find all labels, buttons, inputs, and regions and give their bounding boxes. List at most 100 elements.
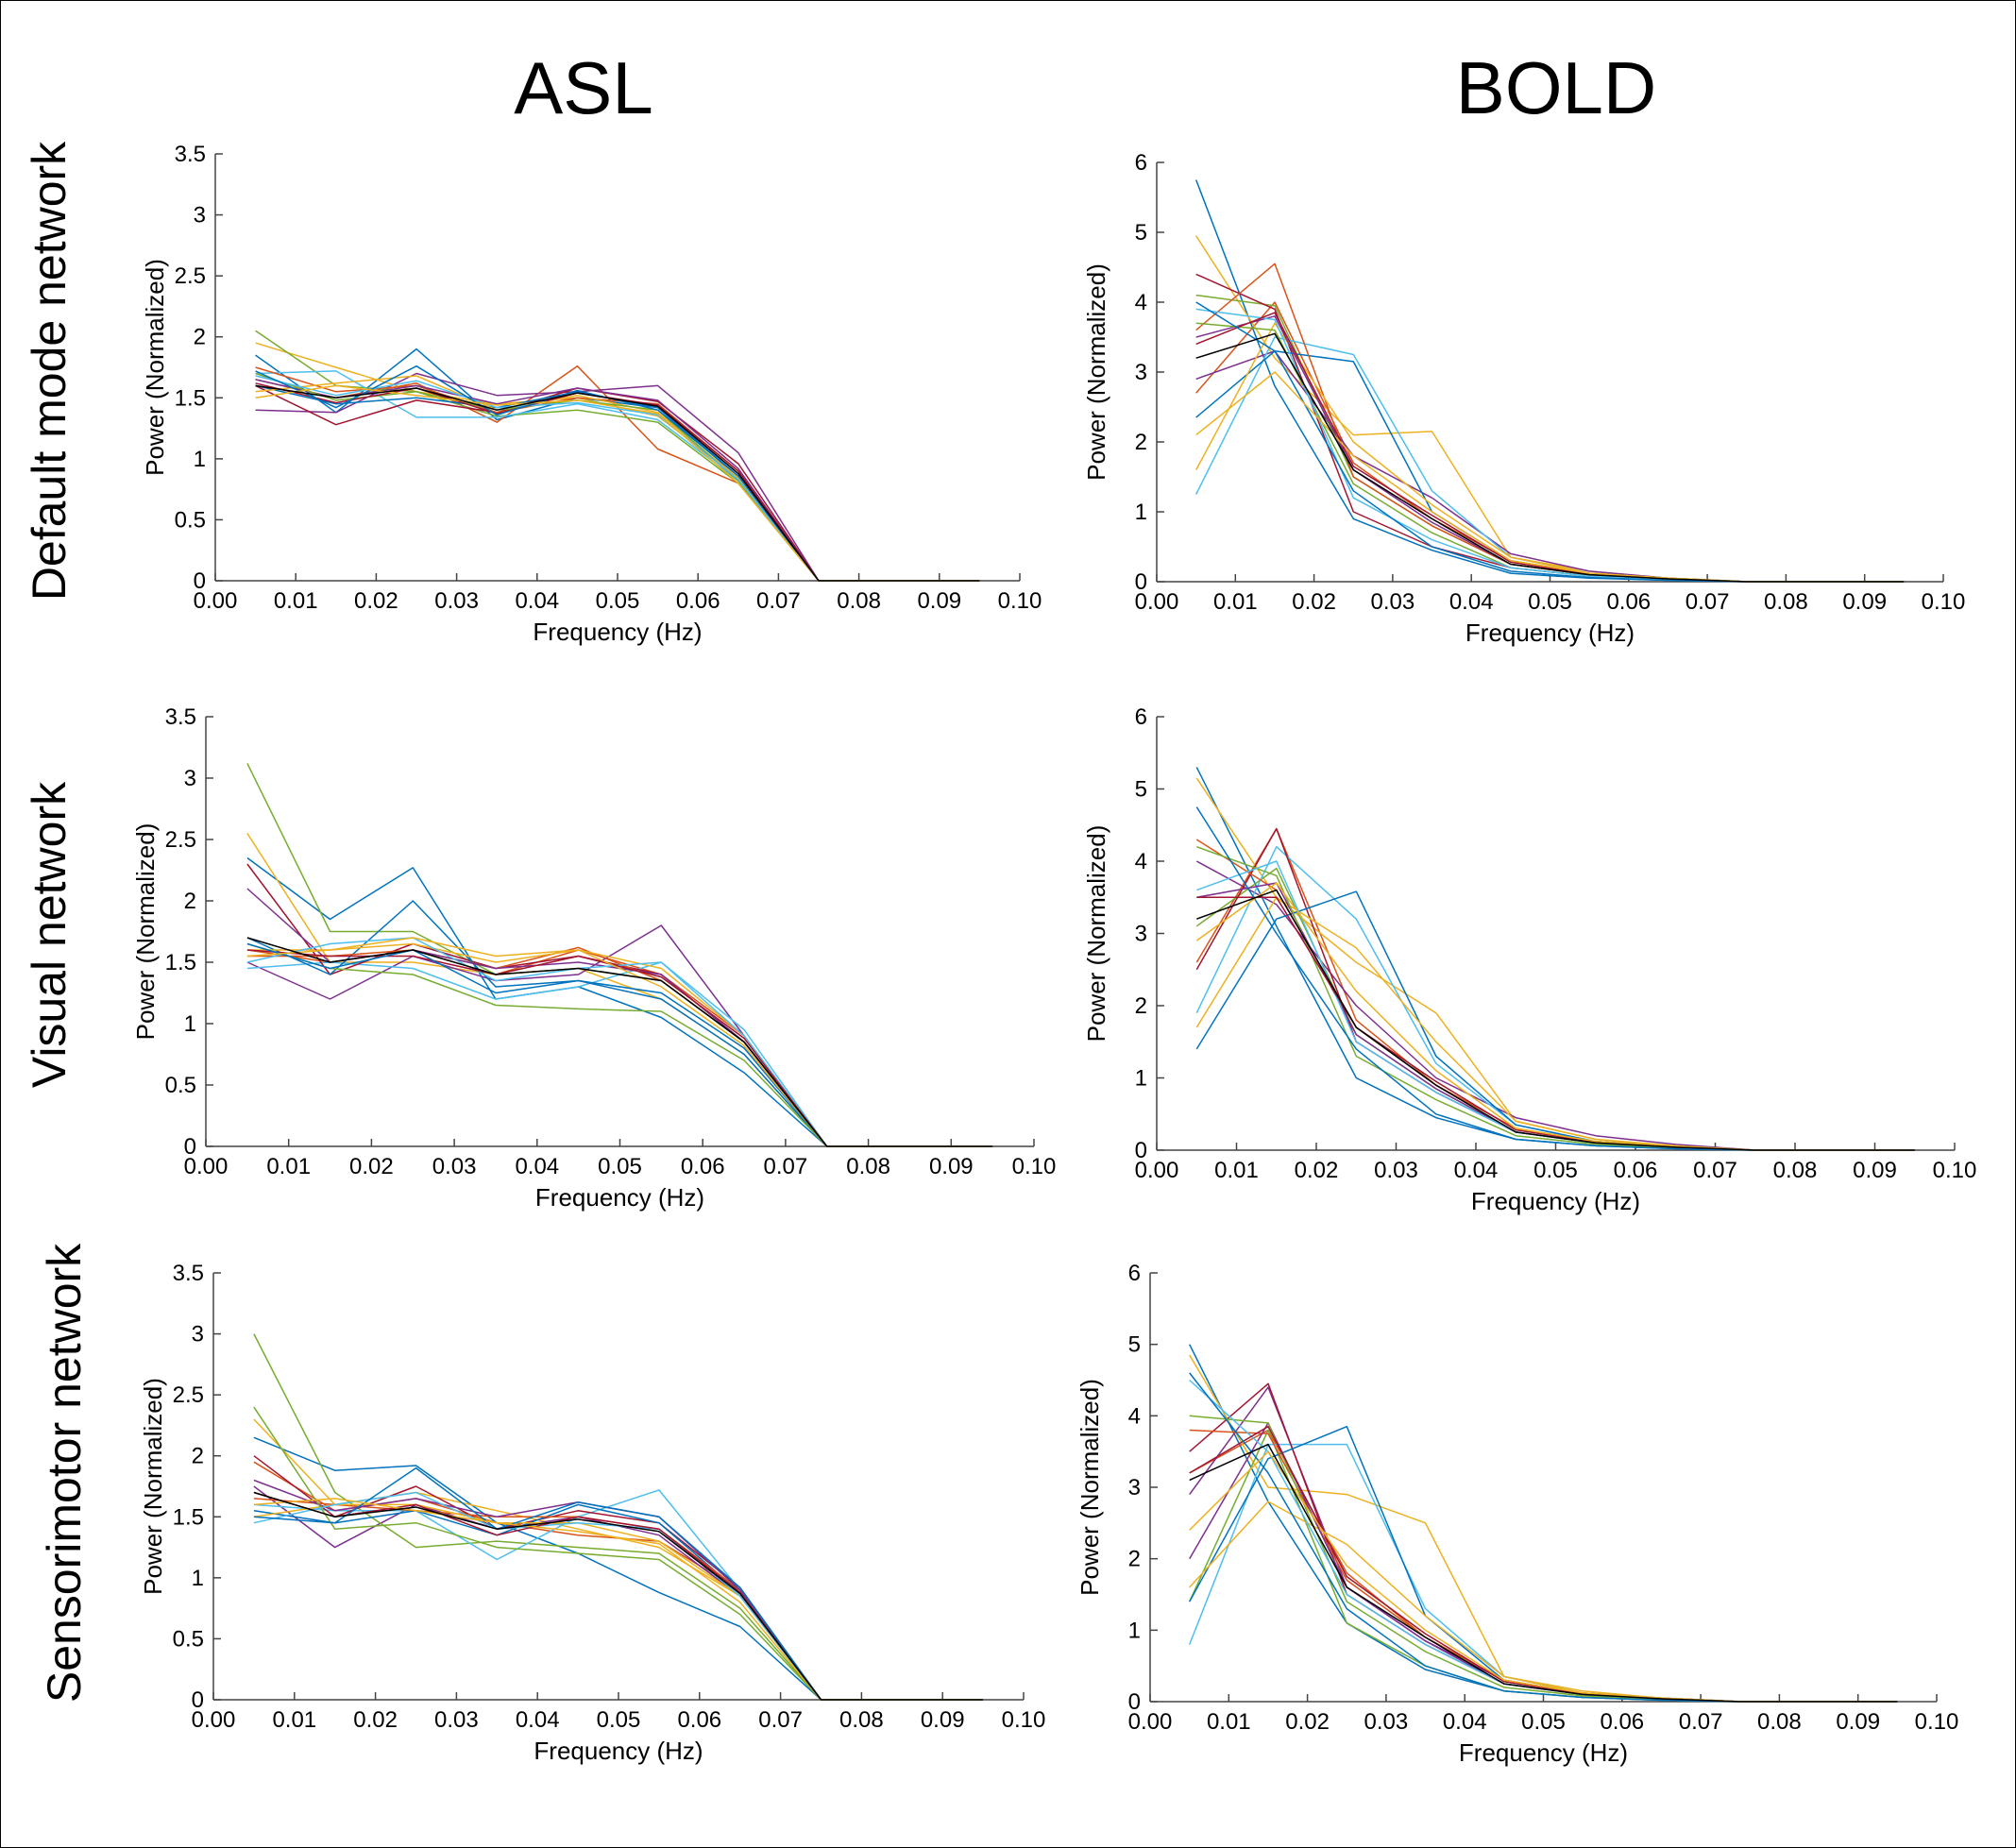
series-line [1189,1344,1898,1703]
x-axis-label: Frequency (Hz) [1471,1187,1640,1215]
series-line [1195,839,1915,1151]
y-tick-label: 1.5 [165,950,196,975]
x-axis-label: Frequency (Hz) [1465,619,1635,647]
x-tick-label: 0.01 [1207,1709,1251,1735]
y-axis-label: Power (Normalized) [131,823,160,1041]
series-line [246,763,993,1147]
x-tick-label: 0.06 [1614,1158,1658,1183]
series-line [253,1436,984,1701]
series-line [1195,371,1905,583]
chart-3: 0.00 0.01 0.02 0.03 0.04 0.05 0.06 0.07 0.08 0.09… [1082,704,1976,1215]
y-axis-label: Power (Normalized) [1082,263,1110,481]
series-line [246,946,993,1147]
series-line [1189,1382,1898,1703]
x-tick-label: 0.01 [1213,589,1258,615]
series-line [246,900,993,1147]
y-tick-label: 4 [1135,290,1147,315]
series-line [255,384,980,582]
y-tick-label: 3.5 [173,1261,204,1286]
x-tick-label: 0.04 [516,1707,560,1733]
y-tick-label: 3.5 [175,142,206,167]
y-tick-label: 0 [184,1134,196,1160]
y-tick-label: 2.5 [175,263,206,289]
series-line [1195,322,1905,583]
y-axis-label: Power (Normalized) [1082,825,1110,1043]
series-line [255,330,980,582]
y-axis-label: Power (Normalized) [1076,1379,1104,1596]
x-tick-label: 0.00 [1135,1158,1179,1183]
y-tick-label: 2 [192,1444,204,1469]
y-tick-label: 3.5 [165,704,196,730]
series-line [1189,1429,1898,1703]
chart-5: 0.00 0.01 0.02 0.03 0.04 0.05 0.06 0.07 0.08 0.09… [1076,1261,1958,1767]
x-tick-label: 0.05 [1533,1158,1578,1183]
x-tick-label: 0.05 [1528,589,1572,615]
y-tick-label: 1 [1135,500,1147,525]
x-tick-label: 0.05 [1521,1709,1566,1735]
series-line [1195,235,1905,583]
x-tick-label: 0.07 [1686,589,1730,615]
y-tick-label: 3 [1135,922,1147,947]
x-tick-label: 0.02 [349,1154,394,1179]
series-line [1195,273,1905,583]
y-tick-label: 2.5 [165,827,196,853]
y-tick-label: 0.5 [165,1073,196,1098]
x-tick-label: 0.10 [1012,1154,1057,1179]
y-tick-label: 1 [192,1566,204,1591]
series-line [255,348,980,582]
x-tick-label: 0.01 [266,1154,311,1179]
x-tick-label: 0.10 [1933,1158,1977,1183]
x-tick-label: 0.07 [1679,1709,1723,1735]
series-line [1189,1379,1898,1703]
x-axis-label: Frequency (Hz) [533,618,702,646]
y-tick-label: 3 [192,1322,204,1348]
y-axis-label: Power (Normalized) [141,259,169,476]
column-title-bold: BOLD [1455,46,1657,129]
y-tick-label: 4 [1135,849,1147,874]
series-line [246,949,993,1147]
series-line [1195,263,1905,583]
x-tick-label: 0.02 [1292,589,1336,615]
y-tick-label: 6 [1128,1261,1141,1286]
y-tick-label: 3 [1135,360,1147,385]
x-tick-label: 0.01 [274,588,318,614]
x-tick-label: 0.03 [1374,1158,1418,1183]
y-tick-label: 2.5 [173,1382,204,1408]
series-line [1189,1443,1898,1703]
x-tick-label: 0.01 [272,1707,316,1733]
chart-1: 0.00 0.01 0.02 0.03 0.04 0.05 0.06 0.07 0.08 0.09… [1082,150,1965,647]
y-tick-label: 0 [1135,569,1147,595]
x-tick-label: 0.00 [1135,589,1179,615]
x-tick-label: 0.03 [434,1707,479,1733]
x-tick-label: 0.03 [1364,1709,1409,1735]
y-tick-label: 5 [1135,220,1147,246]
x-tick-label: 0.05 [597,1707,641,1733]
x-tick-label: 0.10 [998,588,1042,614]
series-line [1189,1429,1898,1703]
series-line [1195,312,1905,583]
chart-0: 0.00 0.01 0.02 0.03 0.04 0.05 0.06 0.07 0.08 0.09… [141,142,1042,646]
x-axis-label: Frequency (Hz) [534,1737,703,1765]
x-tick-label: 0.09 [1842,589,1887,615]
x-axis-label: Frequency (Hz) [1459,1738,1628,1767]
y-tick-label: 1 [1135,1066,1147,1092]
series-line [1189,1372,1898,1703]
series-line [1195,322,1905,583]
x-tick-label: 0.00 [192,1707,236,1733]
x-tick-label: 0.06 [1600,1709,1644,1735]
series-line [253,1489,984,1701]
y-tick-label: 4 [1128,1403,1141,1429]
x-tick-label: 0.02 [1295,1158,1339,1183]
series-line [1189,1425,1898,1703]
x-tick-label: 0.04 [1454,1158,1499,1183]
series-line [1196,889,1915,1151]
series-line [1195,827,1915,1151]
x-tick-label: 0.00 [184,1154,229,1179]
x-tick-label: 0.02 [353,1707,398,1733]
x-tick-label: 0.03 [432,1154,477,1179]
chart-2: 0.00 0.01 0.02 0.03 0.04 0.05 0.06 0.07 0.08 0.09… [131,704,1056,1212]
series-line [1189,1429,1898,1703]
x-tick-label: 0.02 [354,588,398,614]
series-line [1195,336,1905,583]
